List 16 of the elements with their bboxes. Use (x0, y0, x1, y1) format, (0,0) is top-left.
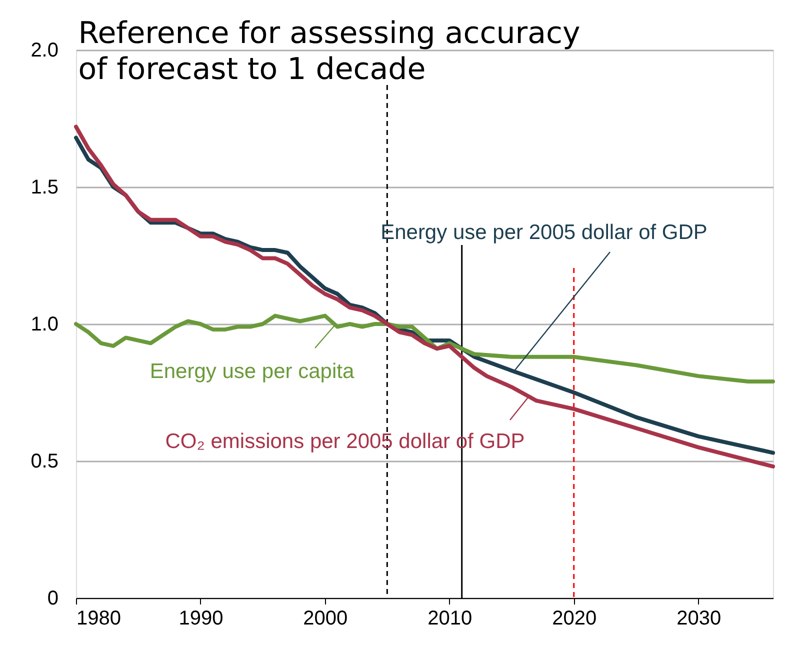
x-tick-label: 1980 (76, 608, 121, 630)
y-tick-label: 1.5 (30, 176, 58, 198)
y-tick-label: 1.0 (30, 314, 58, 336)
x-tick-label: 2020 (552, 608, 597, 630)
text: of forecast to 1 decade (78, 52, 426, 87)
line-series (74, 314, 775, 384)
x-tick-label: 2030 (676, 608, 722, 630)
y-tick-label: 2.0 (30, 40, 58, 62)
x-tick-label: 2010 (428, 608, 472, 630)
text: Energy use per 2005 dollar of GDP (380, 221, 708, 244)
y-tick-label: 0 (47, 588, 58, 610)
legend-label: Energy use per capita (150, 360, 354, 383)
text: Reference for assessing accuracy (78, 16, 580, 51)
y-tick-label: 0.5 (30, 450, 58, 472)
x-tick-label: 1990 (178, 608, 224, 630)
x-tick-label: 2000 (303, 608, 348, 630)
